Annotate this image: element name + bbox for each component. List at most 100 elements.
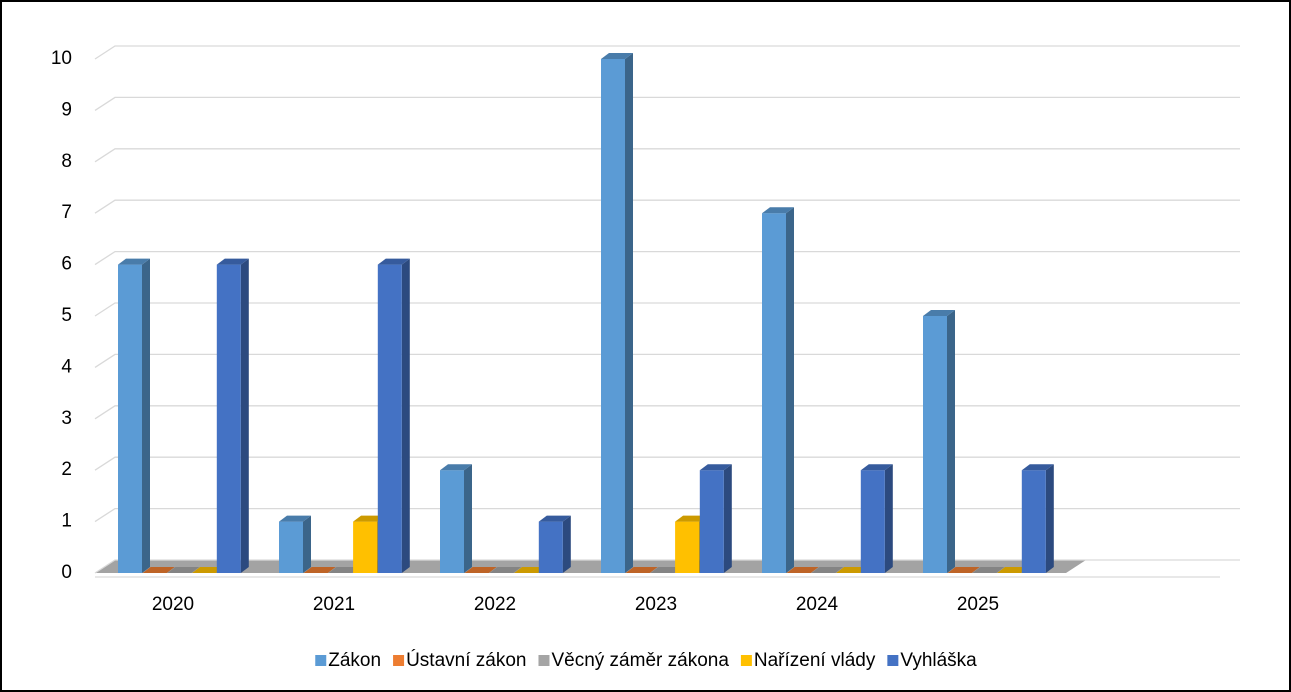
bar xyxy=(811,567,844,573)
grid-line xyxy=(94,302,1240,317)
bar-top xyxy=(440,464,472,471)
bar-front xyxy=(675,521,700,573)
bar-top xyxy=(489,567,522,573)
bar-side xyxy=(723,464,732,573)
bar xyxy=(972,567,1005,573)
grid-line xyxy=(94,250,1240,266)
x-tick-label: 2023 xyxy=(635,594,677,615)
bar-top xyxy=(328,567,361,573)
bar xyxy=(947,567,980,573)
bar xyxy=(699,464,732,573)
bar-top xyxy=(762,207,794,214)
bar xyxy=(538,515,571,573)
bar xyxy=(997,567,1030,573)
bar-top xyxy=(675,515,708,522)
bar-top xyxy=(811,567,844,573)
bar-side xyxy=(1045,464,1054,573)
legend-label: Nařízení vlády xyxy=(754,650,876,671)
bar xyxy=(762,207,794,573)
legend-swatch xyxy=(740,655,752,666)
y-tick-label: 2 xyxy=(61,459,72,480)
bar xyxy=(464,567,497,573)
grid-line xyxy=(94,148,1240,163)
bar-top xyxy=(786,567,819,573)
bar-side xyxy=(240,258,249,573)
grid-line xyxy=(94,45,1240,60)
bar xyxy=(167,567,200,573)
bar-front xyxy=(216,264,241,573)
bar-top xyxy=(860,464,893,471)
bar-top xyxy=(464,567,497,573)
bar xyxy=(440,464,472,573)
bar-top xyxy=(625,567,658,573)
bar-top xyxy=(650,567,683,573)
bar xyxy=(328,567,361,573)
grid-line xyxy=(94,456,1240,471)
bar xyxy=(923,310,955,573)
bar xyxy=(142,567,175,573)
legend-swatch xyxy=(538,655,550,666)
bar-top xyxy=(514,567,547,573)
bar xyxy=(786,567,819,573)
bar-front xyxy=(279,521,303,573)
bar xyxy=(489,567,522,573)
bar-top xyxy=(118,258,150,265)
bar-front xyxy=(1021,470,1046,573)
bar-top xyxy=(538,515,571,522)
bar-top xyxy=(216,258,249,265)
bar-top xyxy=(377,258,410,265)
bar-front xyxy=(538,521,563,573)
y-tick-label: 6 xyxy=(61,254,72,275)
bar-top xyxy=(947,567,980,573)
bar-front xyxy=(860,470,885,573)
bar-side xyxy=(401,258,410,573)
bar-top xyxy=(303,567,336,573)
x-tick-label: 2025 xyxy=(957,594,999,615)
bar-top xyxy=(699,464,732,471)
bar xyxy=(303,567,336,573)
bar-front xyxy=(601,59,625,573)
bar xyxy=(279,515,311,573)
legend: Zákon Ústavní zákon Věcný záměr zákona Naří… xyxy=(315,649,977,671)
bar-side xyxy=(786,207,794,573)
x-tick-label: 2022 xyxy=(474,594,516,615)
bar-top xyxy=(142,567,175,573)
x-tick-label: 2021 xyxy=(313,594,355,615)
bar-side xyxy=(562,515,571,573)
bar-side xyxy=(464,464,472,573)
legend-label: Ústavní zákon xyxy=(406,649,526,671)
bar-side xyxy=(884,464,893,573)
y-tick-label: 10 xyxy=(51,48,72,69)
legend-swatch xyxy=(887,655,899,666)
bar-top xyxy=(279,515,311,522)
bar-front xyxy=(353,521,378,573)
bar xyxy=(216,258,249,573)
x-tick-label: 2024 xyxy=(796,594,839,615)
bar-top xyxy=(1021,464,1054,471)
bar-top xyxy=(167,567,200,573)
y-tick-label: 0 xyxy=(61,562,72,583)
bar xyxy=(836,567,869,573)
bar xyxy=(601,53,633,573)
bar-top xyxy=(972,567,1005,573)
legend-label: Vyhláška xyxy=(900,650,977,671)
bar xyxy=(377,258,410,573)
bar-top xyxy=(836,567,869,573)
bar-top xyxy=(192,567,225,573)
bar-front xyxy=(377,264,402,573)
x-tick-label: 2020 xyxy=(152,594,194,615)
bar-side xyxy=(947,310,955,573)
bar-top xyxy=(353,515,386,522)
bar xyxy=(860,464,893,573)
bar-front xyxy=(762,213,786,573)
grid-line xyxy=(94,96,1240,111)
bar-side xyxy=(625,53,633,573)
y-tick-label: 5 xyxy=(61,305,72,326)
grid-line xyxy=(94,405,1240,420)
y-tick-label: 9 xyxy=(61,99,72,120)
bar xyxy=(118,258,150,573)
bar xyxy=(192,567,225,573)
bar-side xyxy=(142,258,150,573)
bar-top xyxy=(923,310,955,316)
